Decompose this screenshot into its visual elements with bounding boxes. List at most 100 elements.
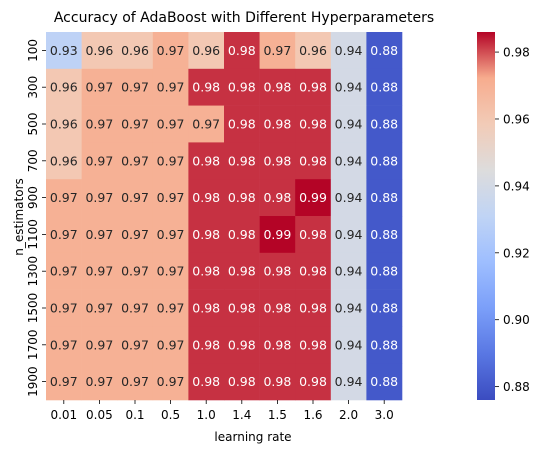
cell-value-label: 0.97 [157, 374, 185, 389]
heatmap-cell [46, 326, 82, 364]
y-tick-label: 1300 [26, 256, 40, 287]
heatmap-cell [259, 363, 296, 401]
cell-value-label: 0.97 [50, 264, 78, 279]
heatmap-cell [330, 32, 367, 70]
heatmap-cell [117, 289, 154, 327]
cell-value-label: 0.98 [228, 374, 256, 389]
heatmap-cell [117, 252, 154, 290]
heatmap-cell [224, 363, 260, 401]
cell-value-label: 0.97 [121, 301, 149, 316]
cell-value-label: 0.96 [50, 80, 78, 95]
heatmap-cell [224, 32, 260, 70]
heatmap-cell [81, 105, 118, 143]
cell-value-label: 0.98 [299, 374, 327, 389]
cell-value-label: 0.98 [228, 80, 256, 95]
cell-value-label: 0.98 [228, 264, 256, 279]
cell-value-label: 0.97 [192, 117, 220, 132]
heatmap-cell [188, 216, 225, 254]
cell-value-label: 0.97 [85, 153, 113, 168]
heatmap-cell [330, 289, 367, 327]
heatmap-cell [259, 252, 296, 290]
colorbar-tick-label: 0.96 [503, 112, 530, 126]
heatmap-cell [330, 105, 367, 143]
heatmap-cell [366, 289, 403, 327]
heatmap-cell [224, 68, 260, 106]
cell-value-label: 0.98 [192, 301, 220, 316]
cell-value-label: 0.98 [192, 153, 220, 168]
heatmap-cell [295, 179, 332, 217]
x-tick-label: 3.0 [375, 408, 394, 422]
cell-value-label: 0.97 [121, 117, 149, 132]
heatmap-cell [152, 363, 189, 401]
cell-value-label: 0.97 [157, 264, 185, 279]
cell-value-label: 0.97 [121, 227, 149, 242]
colorbar-tick-label: 0.90 [503, 313, 530, 327]
heatmap-cell [46, 105, 82, 143]
heatmap-cell [152, 216, 189, 254]
cell-value-label: 0.93 [50, 43, 78, 58]
cell-value-label: 0.98 [192, 337, 220, 352]
cell-value-label: 0.96 [85, 43, 113, 58]
heatmap-cell [330, 179, 367, 217]
heatmap-cell [188, 142, 225, 180]
heatmap-cell [295, 363, 332, 401]
cell-value-label: 0.99 [263, 227, 291, 242]
heatmap-cell [295, 289, 332, 327]
heatmap-cell [46, 216, 82, 254]
heatmap-cell [81, 142, 118, 180]
cell-value-label: 0.88 [370, 301, 398, 316]
cell-value-label: 0.97 [85, 264, 113, 279]
cell-value-label: 0.94 [335, 153, 363, 168]
heatmap-cell [152, 68, 189, 106]
heatmap-cell [259, 32, 296, 70]
x-tick-label: 0.1 [125, 408, 144, 422]
heatmap-cell [366, 32, 403, 70]
heatmap-cell [259, 179, 296, 217]
x-tick-label: 1.0 [197, 408, 216, 422]
heatmap-cell [152, 32, 189, 70]
cell-value-label: 0.97 [263, 43, 291, 58]
x-tick-label: 0.5 [161, 408, 180, 422]
cell-value-label: 0.88 [370, 153, 398, 168]
cell-value-label: 0.88 [370, 190, 398, 205]
heatmap-cell [224, 326, 260, 364]
cell-value-label: 0.98 [263, 80, 291, 95]
heatmap-cell [81, 289, 118, 327]
cell-value-label: 0.98 [263, 374, 291, 389]
x-tick-label: 0.05 [86, 408, 113, 422]
cell-value-label: 0.97 [157, 117, 185, 132]
cell-value-label: 0.94 [335, 43, 363, 58]
heatmap-cell [81, 363, 118, 401]
heatmap-cell [188, 326, 225, 364]
chart-title: Accuracy of AdaBoost with Different Hype… [54, 10, 434, 26]
cell-value-label: 0.97 [121, 337, 149, 352]
cell-value-label: 0.98 [263, 153, 291, 168]
y-axis-ticks: 100 300 500 700 900 1100 1300 1500 1700 1900 [26, 39, 46, 397]
cell-value-label: 0.97 [157, 153, 185, 168]
heatmap-cell [81, 32, 118, 70]
heatmap-cell [46, 32, 82, 70]
cell-value-label: 0.97 [50, 227, 78, 242]
heatmap-cell [188, 179, 225, 217]
heatmap-cell [46, 142, 82, 180]
heatmap-cell [259, 289, 296, 327]
heatmap-cell [117, 363, 154, 401]
heatmap-cell [259, 142, 296, 180]
heatmap-cell [46, 252, 82, 290]
cell-value-label: 0.98 [299, 264, 327, 279]
heatmap-cell [152, 105, 189, 143]
heatmap-cell [188, 363, 225, 401]
cell-value-label: 0.97 [157, 301, 185, 316]
colorbar-tick-label: 0.98 [503, 46, 530, 60]
y-tick-label: 1100 [26, 219, 40, 250]
heatmap-cell [117, 68, 154, 106]
cell-value-label: 0.98 [228, 43, 256, 58]
heatmap-cell [81, 252, 118, 290]
heatmap-cell [295, 105, 332, 143]
cell-value-label: 0.98 [263, 190, 291, 205]
cell-value-label: 0.88 [370, 117, 398, 132]
heatmap-cell [366, 216, 403, 254]
heatmap-cell [117, 142, 154, 180]
cell-value-label: 0.98 [299, 301, 327, 316]
